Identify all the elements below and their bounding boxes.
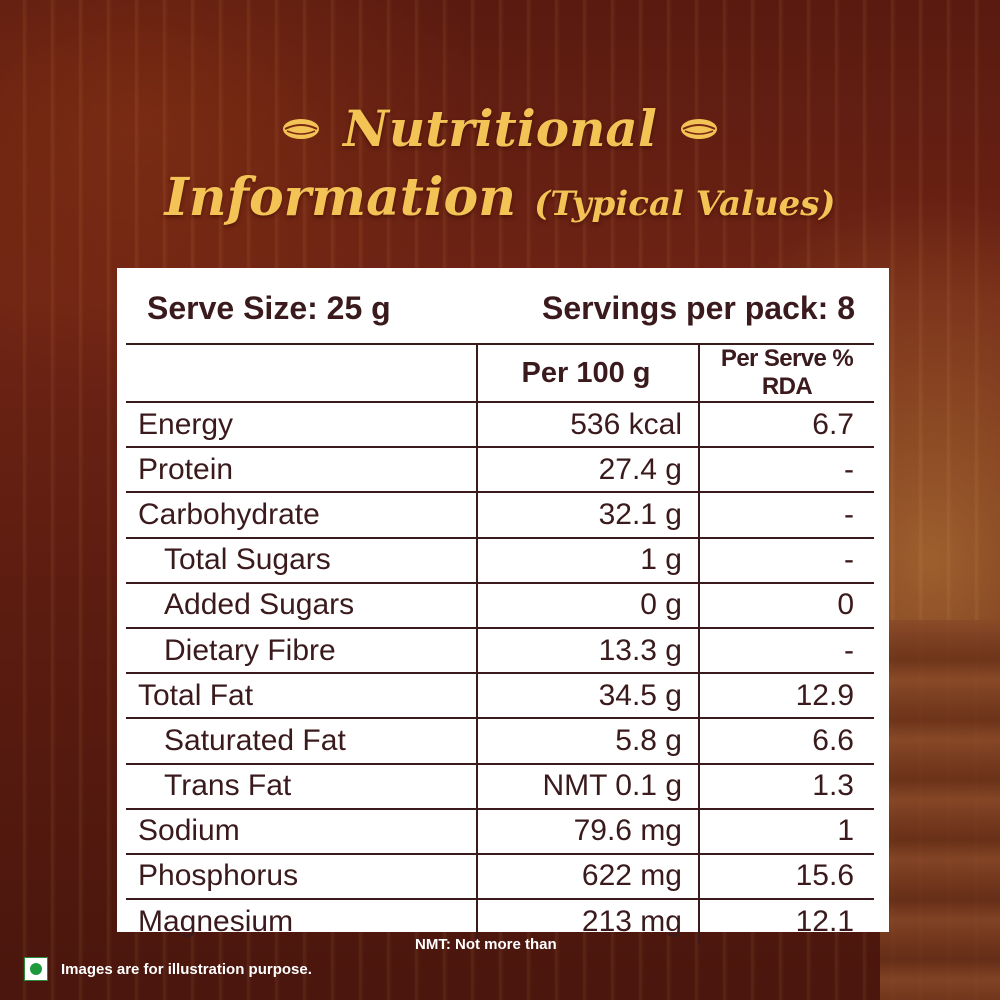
disclaimer-footer: Images are for illustration purpose. xyxy=(24,957,312,981)
per-100g-value: 1 g xyxy=(476,537,700,584)
title-line1: Nutritional xyxy=(343,99,657,158)
table-row: Saturated Fat 5.8 g 6.6 xyxy=(126,718,874,765)
table-row: Energy 536 kcal 6.7 xyxy=(126,402,874,449)
table-row: Protein 27.4 g- xyxy=(126,447,874,494)
nutrient-name: Carbohydrate xyxy=(126,492,477,539)
nutrient-name: Trans Fat xyxy=(126,763,477,810)
nutrient-name: Dietary Fibre xyxy=(126,627,477,675)
rda-value: 1.3 xyxy=(699,763,874,810)
per-100g-value: 32.1 g xyxy=(476,492,700,539)
rda-value: 6.7 xyxy=(699,402,874,449)
rda-value: - xyxy=(699,537,874,584)
table-row: Total Sugars 1 g- xyxy=(126,537,874,584)
nutrient-name: Phosphorus xyxy=(126,853,477,901)
page-title: Nutritional Information (Typical Values) xyxy=(0,95,1000,239)
nutrient-name: Added Sugars xyxy=(126,582,477,629)
nutrition-table: Per 100 g Per Serve % RDA Energy 536 kcal… xyxy=(126,343,874,944)
title-line2: Information xyxy=(164,167,517,228)
per-100g-value: 13.3 g xyxy=(476,627,700,675)
nutrient-name: Protein xyxy=(126,447,477,494)
serving-info: Serve Size: 25 g Servings per pack: 8 xyxy=(147,286,855,330)
table-row: Sodium 79.6 mg 1 xyxy=(126,808,874,855)
rda-value: - xyxy=(699,492,874,539)
table-row: Carbohydrate 32.1 g- xyxy=(126,492,874,539)
nutrient-name: Energy xyxy=(126,402,477,449)
rda-value: 12.1 xyxy=(795,904,854,938)
rda-value: 1 xyxy=(699,808,874,855)
nutrient-name: Magnesium xyxy=(138,904,294,938)
per-100g-value: 27.4 g xyxy=(476,447,700,494)
footnote: NMT: Not more than xyxy=(415,936,557,953)
per-100g-value: 34.5 g xyxy=(476,673,700,720)
per-100g-value: 622 mg xyxy=(476,853,700,901)
per-100g-value: 0 g xyxy=(476,582,700,629)
vegetarian-mark-icon xyxy=(24,957,48,981)
rda-value: - xyxy=(699,627,874,675)
background-wood xyxy=(880,620,1000,1000)
per-100g-value: 79.6 mg xyxy=(476,808,700,855)
table-row: Phosphorus 622 mg 15.6 xyxy=(126,853,874,901)
serve-size: Serve Size: 25 g xyxy=(147,289,391,326)
nutrient-name: Sodium xyxy=(126,808,477,855)
per-100g-value: NMT 0.1 g xyxy=(476,763,700,810)
rda-value: 6.6 xyxy=(699,718,874,765)
table-row: Magnesium 213 mg 12.1 xyxy=(126,899,874,944)
table-row: Dietary Fibre 13.3 g- xyxy=(126,627,874,675)
table-row: Trans Fat NMT 0.1 g 1.3 xyxy=(126,763,874,810)
table-row: Total Fat 34.5 g 12.9 xyxy=(126,673,874,720)
header-cell-per-100g: Per 100 g xyxy=(476,343,700,403)
title-subtitle: (Typical Values) xyxy=(534,184,836,224)
per-100g-value: 536 kcal xyxy=(476,402,700,449)
per-100g-value: 213 mg xyxy=(476,899,700,944)
per-100g-value: 5.8 g xyxy=(476,718,700,765)
servings-per-pack: Servings per pack: 8 xyxy=(541,289,855,326)
header-cell-rda: Per Serve % RDA xyxy=(699,343,874,403)
header-cell-nutrient xyxy=(126,343,477,403)
rda-value: 0 xyxy=(699,582,874,629)
rda-value: 12.9 xyxy=(699,673,874,720)
rda-value: - xyxy=(699,447,874,494)
disclaimer-text: Images are for illustration purpose. xyxy=(61,960,312,978)
nutrient-name: Total Fat xyxy=(126,673,477,720)
rda-value: 15.6 xyxy=(699,853,874,901)
nutrient-name: Saturated Fat xyxy=(126,718,477,765)
table-header-row: Per 100 g Per Serve % RDA xyxy=(126,343,874,403)
nutrient-name: Total Sugars xyxy=(126,537,477,584)
almond-leaf-icon xyxy=(680,119,717,139)
almond-leaf-icon xyxy=(283,119,320,139)
nutrition-card: Serve Size: 25 g Servings per pack: 8 Pe… xyxy=(117,268,889,944)
